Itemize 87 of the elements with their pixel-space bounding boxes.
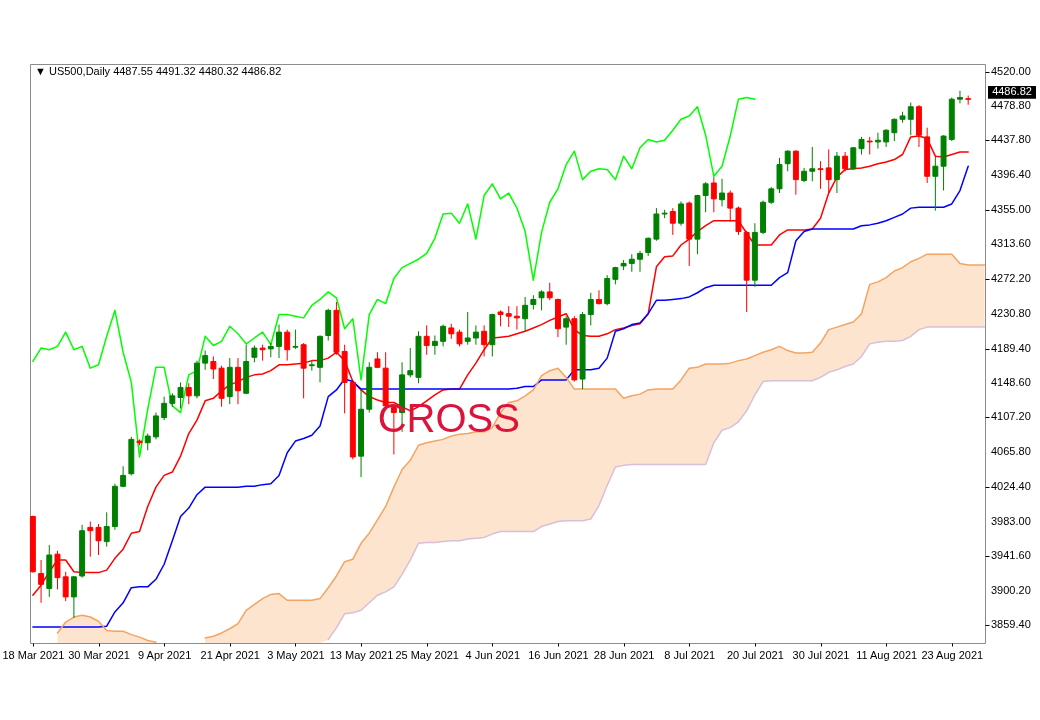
candlestick	[727, 190, 734, 223]
y-tick-label: 4107.20	[991, 410, 1031, 423]
candlestick	[87, 521, 94, 558]
y-tick-label: 3983.00	[991, 514, 1031, 527]
candlestick	[932, 156, 939, 212]
candlestick	[276, 324, 282, 359]
candlestick	[538, 289, 545, 311]
candlestick	[481, 324, 488, 357]
y-tick-label: 4065.80	[991, 445, 1031, 458]
y-tick-label: 3859.40	[991, 618, 1031, 631]
candlestick	[54, 550, 61, 590]
candlestick	[210, 355, 217, 380]
candlestick	[669, 207, 676, 236]
candlestick	[710, 176, 717, 213]
candlestick	[284, 329, 291, 362]
candlestick	[874, 132, 881, 150]
y-tick-label: 4148.60	[991, 375, 1031, 388]
candlestick	[817, 160, 824, 190]
y-tick-label: 4520.00	[991, 64, 1031, 77]
x-tick-label: 9 Apr 2021	[138, 648, 192, 661]
candlestick	[825, 148, 832, 194]
candlestick	[513, 305, 520, 331]
y-tick-label: 4355.00	[991, 202, 1031, 215]
candlestick	[522, 296, 529, 332]
candlestick	[719, 178, 726, 207]
candlestick	[161, 396, 168, 421]
candlestick	[235, 357, 241, 405]
y-tick-label: 3900.20	[991, 583, 1031, 596]
candlestick	[957, 90, 963, 104]
candlestick	[505, 305, 512, 328]
candlestick	[735, 205, 742, 236]
candlestick	[563, 315, 570, 346]
candlestick	[907, 102, 914, 136]
candlestick	[596, 289, 602, 305]
x-tick-label: 16 Jun 2021	[528, 648, 589, 661]
candlestick	[472, 324, 479, 346]
line-series	[327, 326, 986, 641]
x-tick-label: 30 Mar 2021	[68, 648, 130, 661]
chart-title: ▼ US500,Daily 4487.55 4491.32 4480.32 4486.82	[35, 65, 282, 77]
x-tick-label: 20 Jul 2021	[726, 648, 784, 661]
candlestick	[152, 412, 159, 440]
candlestick	[702, 181, 709, 213]
candlestick	[95, 523, 102, 556]
y-tick-label: 4396.40	[991, 168, 1031, 181]
candlestick	[464, 311, 471, 346]
candlestick	[62, 571, 69, 602]
candlestick	[440, 324, 447, 347]
y-tick-label: 4437.80	[991, 133, 1031, 146]
x-tick-label: 21 Apr 2021	[200, 648, 260, 661]
text: 4486.82	[992, 85, 1032, 98]
y-tick-label: 4230.80	[991, 306, 1031, 319]
x-tick-label: 13 May 2021	[329, 648, 394, 661]
y-tick-label: 4189.40	[991, 341, 1031, 354]
y-tick-label: 4272.20	[991, 272, 1031, 285]
candlestick	[202, 350, 209, 371]
candlestick	[809, 146, 816, 182]
candlestick	[891, 117, 898, 142]
x-tick-label: 28 Jun 2021	[593, 648, 655, 661]
candlestick	[177, 381, 184, 409]
candlestick	[407, 347, 414, 378]
x-tick-label: 3 May 2021	[267, 648, 325, 661]
x-tick-label: 4 Jun 2021	[465, 648, 521, 661]
candlestick	[103, 511, 110, 548]
x-tick-label: 23 Aug 2021	[921, 648, 984, 661]
y-tick-label: 4313.60	[991, 237, 1031, 250]
candlestick	[637, 250, 643, 273]
line-series	[32, 96, 756, 458]
x-tick-label: 25 May 2021	[395, 648, 459, 661]
y-tick-label: 3941.60	[991, 549, 1031, 562]
candlestick	[645, 236, 652, 257]
candlestick	[678, 200, 684, 227]
x-tick-label: 8 Jul 2021	[664, 648, 716, 661]
candlestick	[784, 149, 791, 172]
candlestick	[833, 151, 840, 194]
candlestick	[300, 342, 307, 399]
x-tick-label: 11 Aug 2021	[856, 648, 918, 661]
y-tick-label: 4478.80	[991, 99, 1031, 112]
candlestick	[423, 324, 430, 356]
candlestick	[587, 292, 594, 326]
x-tick-label: 30 Jul 2021	[792, 648, 850, 661]
y-tick-label: 4024.40	[991, 479, 1031, 492]
candlestick	[431, 334, 438, 356]
candlestick	[70, 575, 77, 619]
candlestick	[842, 151, 849, 172]
x-tick-label: 18 Mar 2021	[2, 648, 65, 661]
candlestick	[292, 329, 299, 350]
candlestick	[185, 382, 192, 405]
